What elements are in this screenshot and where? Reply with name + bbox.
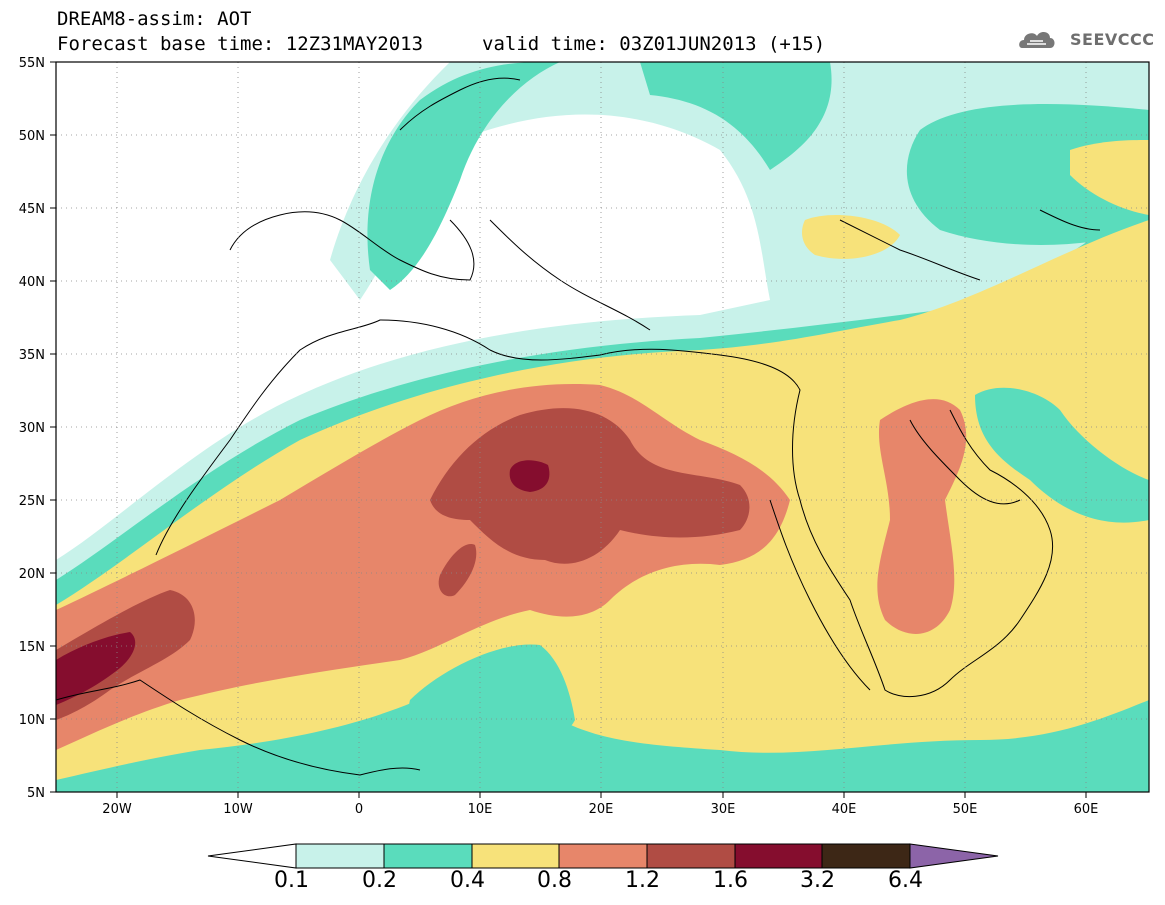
- lat-tick-label: 10N: [19, 713, 45, 728]
- colorbar-label: 0.4: [450, 868, 485, 893]
- lat-tick-label: 20N: [19, 567, 45, 582]
- aot-band-0.4-blacksea: [802, 215, 900, 259]
- aot-band-0.2-caspian: [906, 104, 1149, 245]
- lon-tick-label: 60E: [1074, 802, 1099, 817]
- gridlines: [56, 62, 1149, 792]
- forecast-base-time: Forecast base time: 12Z31MAY2013: [57, 33, 424, 55]
- coastlines: [56, 77, 1101, 776]
- logo-text: SEEVCCC: [1070, 30, 1155, 49]
- aot-band-0.8-arabia: [877, 399, 967, 634]
- lon-tick-label: 30E: [711, 802, 736, 817]
- lat-tick-label: 55N: [19, 56, 45, 71]
- colorbar-label: 0.2: [362, 868, 397, 893]
- colorbar-swatch: [821, 843, 911, 869]
- lat-tick-label: 30N: [19, 421, 45, 436]
- aot-band-0.2-sahel: [408, 644, 575, 753]
- lon-tick-label: 0: [355, 802, 363, 817]
- lat-tick-label: 40N: [19, 275, 45, 290]
- aot-band-0.2-east: [640, 62, 832, 170]
- lon-tick-label: 40E: [832, 802, 857, 817]
- colorbar-swatch: [558, 843, 648, 869]
- lon-tick-label: 10E: [468, 802, 493, 817]
- colorbar-swatch: [383, 843, 473, 869]
- colorbar-label: 1.2: [625, 868, 660, 893]
- lon-tick-label: 10W: [223, 802, 253, 817]
- aot-band-1.2: [430, 408, 750, 564]
- colorbar-swatch: [295, 843, 385, 869]
- aot-band-0.4-northeast: [1070, 140, 1149, 215]
- valid-time: valid time: 03Z01JUN2013 (+15): [482, 33, 826, 55]
- colorbar-swatch: [471, 843, 560, 869]
- lat-tick-label: 35N: [19, 348, 45, 363]
- aot-band-1.6: [509, 460, 550, 492]
- lat-tick-label: 50N: [19, 129, 45, 144]
- cloud-logo-icon: [1019, 32, 1055, 48]
- lon-tick-label: 20W: [102, 802, 132, 817]
- colorbar-label: 6.4: [888, 868, 923, 893]
- lat-tick-label: 45N: [19, 202, 45, 217]
- lon-tick-label: 20E: [589, 802, 614, 817]
- aot-field: [56, 62, 1149, 792]
- colorbar-under-arrow: [207, 843, 297, 869]
- colorbar-label: 0.1: [274, 868, 309, 893]
- lon-axis: 20W 10W 0 10E 20E 30E 40E 50E 60E: [102, 792, 1098, 817]
- lon-tick-label: 50E: [953, 802, 978, 817]
- colorbar-swatch: [646, 843, 736, 869]
- colorbar: [207, 843, 999, 869]
- aot-band-1.2-south: [438, 544, 477, 597]
- lat-tick-label: 5N: [27, 786, 45, 801]
- lat-tick-label: 25N: [19, 494, 45, 509]
- colorbar-over-arrow: [909, 843, 999, 869]
- aot-band-0.2-north: [367, 62, 560, 290]
- colorbar-label: 0.8: [537, 868, 572, 893]
- aot-band-0.2-gulf: [975, 387, 1149, 523]
- lat-axis: 55N 50N 45N 40N 35N 30N 25N 20N 15N 10N …: [19, 56, 56, 801]
- colorbar-swatch: [734, 843, 823, 869]
- colorbar-label: 1.6: [713, 868, 748, 893]
- lat-tick-label: 15N: [19, 640, 45, 655]
- colorbar-label: 3.2: [800, 868, 835, 893]
- aot-band-1.6-west: [56, 632, 136, 705]
- map-title: DREAM8-assim: AOT: [57, 8, 252, 30]
